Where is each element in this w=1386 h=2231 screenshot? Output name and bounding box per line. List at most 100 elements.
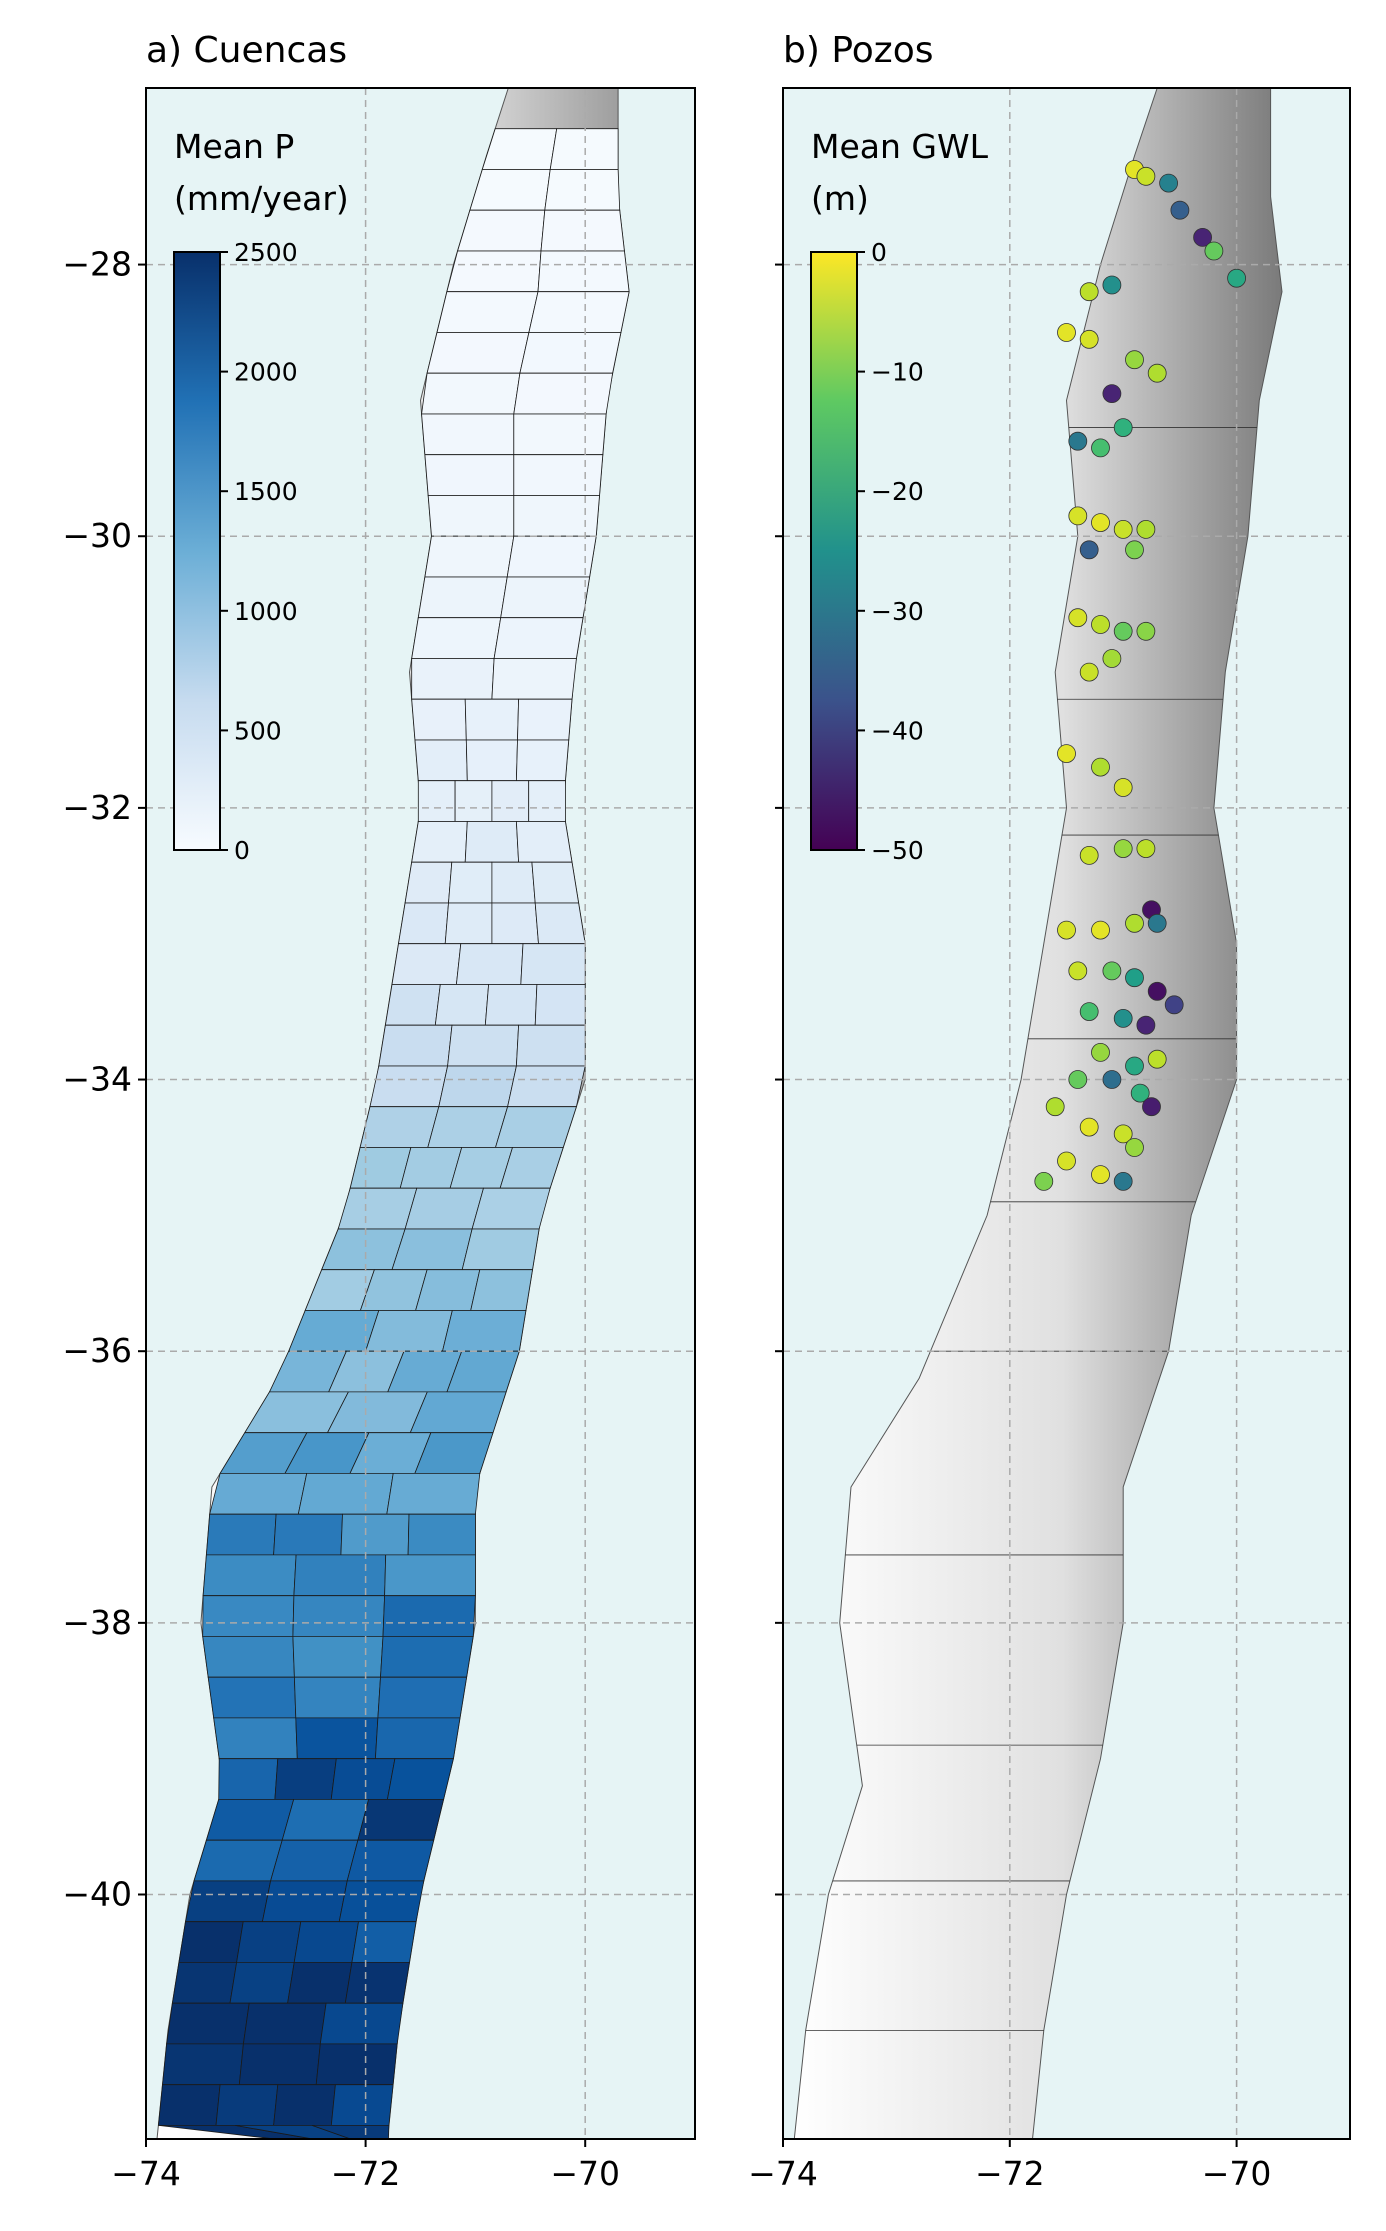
basin (481, 128, 558, 170)
basin (330, 2084, 394, 2126)
well-point (1125, 540, 1144, 560)
axes-frame (145, 87, 696, 2140)
basin (287, 1962, 353, 2004)
well-point (1136, 839, 1156, 858)
basin (293, 1554, 387, 1597)
basin (454, 780, 493, 822)
y-tick-label: −38 (62, 1603, 132, 1642)
colorbar-tick-label: 0 (871, 238, 887, 267)
panel-wells-map: b) Pozos −74 −72 −70 Mean GWL (m) 0 −10 −20 −… (748, 30, 1351, 2193)
basin (215, 2084, 279, 2126)
basin (417, 576, 508, 619)
basin (507, 1065, 586, 1108)
basin (465, 739, 518, 782)
basin (202, 1554, 297, 1597)
basin (411, 617, 502, 659)
basin (549, 128, 619, 170)
basin (531, 861, 580, 904)
basin (446, 250, 542, 293)
basin (293, 1676, 381, 1719)
well-point (1142, 1097, 1161, 1117)
well-point (1091, 1043, 1110, 1062)
colorbar-tick-label: −30 (871, 597, 924, 626)
basin (520, 943, 586, 985)
basin (427, 495, 515, 537)
y-tick-label: −36 (62, 1331, 132, 1370)
well-point (1091, 920, 1110, 940)
well-point (1147, 913, 1167, 933)
well-point (1091, 513, 1110, 532)
well-point (1113, 1009, 1133, 1028)
basin (357, 1799, 445, 1841)
basin (491, 658, 577, 700)
basin (319, 2002, 404, 2045)
well-point (1068, 506, 1088, 526)
basin (491, 861, 536, 904)
well-point (1113, 778, 1133, 797)
panel-title-a: a) Cuencas (146, 30, 347, 71)
well-point (1102, 275, 1122, 295)
basin (178, 1921, 244, 1963)
well-point (1045, 1097, 1065, 1117)
well-point (1125, 913, 1144, 933)
axes-frame (782, 87, 1351, 2140)
basin (338, 1880, 425, 1923)
basin (544, 169, 621, 211)
basin (455, 943, 524, 985)
basin (519, 332, 622, 374)
basin (359, 1106, 440, 1148)
well-point (1102, 384, 1122, 404)
colorbar-precipitation: Mean P (mm/year) 2500 2000 1500 1000 500 0 (173, 127, 349, 865)
well-point (1125, 350, 1144, 370)
y-axis-tick-marks (775, 263, 783, 1896)
x-tick-label: −72 (331, 2154, 401, 2193)
basin (506, 535, 597, 578)
basin (202, 1636, 295, 1678)
basin (315, 2043, 398, 2086)
basin (344, 1962, 410, 2004)
gridlines (783, 88, 1350, 2139)
basin (444, 902, 493, 945)
basin (157, 2084, 221, 2126)
colorbar-title-line2: (m) (811, 179, 869, 218)
well-point (1204, 241, 1224, 261)
basin (517, 698, 573, 741)
well-point (1136, 520, 1156, 539)
well-point (1091, 757, 1110, 777)
well-point (1113, 839, 1133, 858)
well-point (1125, 968, 1144, 988)
basin (426, 332, 530, 374)
well-point (1079, 540, 1099, 560)
well-points (1034, 160, 1246, 1191)
basin (494, 1106, 577, 1148)
well-point (1136, 1015, 1156, 1035)
basin (378, 1024, 453, 1067)
basin (424, 454, 515, 496)
basin (461, 1228, 540, 1271)
basin (384, 1554, 476, 1597)
basin (292, 1636, 384, 1678)
basin (382, 1595, 476, 1637)
basin (407, 1513, 476, 1556)
basin (534, 902, 586, 945)
basin (417, 780, 456, 822)
colorbar-tick-label: −50 (871, 836, 924, 865)
basin (351, 1921, 417, 1963)
y-tick-label: −28 (62, 245, 132, 284)
basin (273, 1513, 343, 1556)
basin (235, 2125, 352, 2139)
basin (513, 413, 607, 456)
basin (337, 1187, 418, 1230)
well-point (1068, 961, 1088, 981)
colorbar-title-line1: Mean P (174, 127, 294, 166)
basin (292, 1595, 386, 1637)
basin (365, 1310, 453, 1352)
basin (464, 821, 520, 863)
basin (330, 1758, 396, 1800)
y-tick-label: −34 (62, 1060, 132, 1099)
well-point (1057, 744, 1076, 763)
basin (270, 1839, 359, 1882)
well-point (1079, 846, 1099, 865)
well-point (1091, 1165, 1110, 1184)
x-tick-label: −74 (111, 2154, 181, 2193)
